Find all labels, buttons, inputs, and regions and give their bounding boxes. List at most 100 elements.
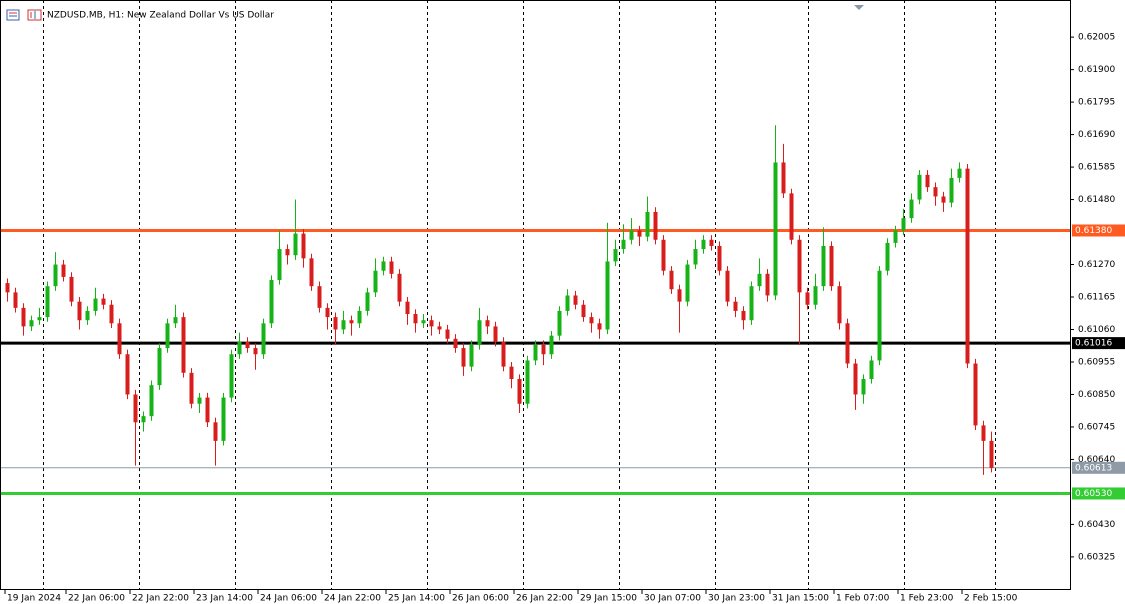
price-level-label: 0.60613 [1075,463,1112,473]
candle-body [517,378,522,404]
candle-body [589,317,594,324]
x-tick-label: 24 Jan 22:00 [324,594,381,604]
candle-body [109,304,114,324]
chart-title: NZDUSD.MB, H1: New Zealand Dollar Vs US … [47,11,274,21]
y-tick-label: 0.60430 [1078,520,1115,530]
x-tick-label: 1 Feb 23:00 [900,594,954,604]
candle-body [69,276,74,302]
y-tick-label: 0.60745 [1078,422,1115,432]
candle-body [61,264,66,277]
candle-body [877,270,882,361]
grid-layer [43,0,996,590]
candle-body [333,317,338,330]
candle-body [613,249,618,262]
candle-body [829,245,834,287]
x-tick-label: 22 Jan 06:00 [68,594,125,604]
candle-body [45,286,50,318]
candle-body [933,187,938,197]
candle-body [293,233,298,256]
candle-body [597,323,602,330]
candle-body [437,326,442,330]
candle-body [77,301,82,321]
candle-body [165,323,170,349]
header: NZDUSD.MB, H1: New Zealand Dollar Vs US … [6,5,864,21]
candle-body [397,273,402,302]
candle-body [301,233,306,259]
candle-body [541,344,546,355]
candle-body [749,286,754,321]
candle-body [357,310,362,324]
candle-body [221,397,226,441]
y-tick-label: 0.61165 [1078,293,1115,303]
price-level-tag [1072,487,1125,500]
price-level-label: 0.61016 [1075,339,1112,349]
candle-body [237,341,242,355]
candle-body [773,162,778,296]
candle-body [245,341,250,349]
candle-body [949,177,954,203]
candle-body [269,279,274,324]
candle-body [733,301,738,311]
icon-menu[interactable] [6,9,20,21]
candle-body [653,211,658,240]
candle-body [861,378,866,395]
candle-body [117,323,122,355]
candle-body [669,270,674,290]
candle-body [757,273,762,287]
candle-body [501,341,506,367]
candle-body [925,174,930,188]
candle-body [285,249,290,256]
y-tick-label: 0.61060 [1078,325,1115,335]
candle-body [821,245,826,287]
x-tick-label: 2 Feb 15:00 [964,594,1018,604]
candle-body [917,174,922,200]
y-tick-label: 0.62005 [1078,33,1115,43]
candle-body [157,348,162,386]
plot-frame [0,0,1071,590]
candle-body [629,230,634,240]
candle-body [941,196,946,203]
candle-body [637,230,642,237]
candle-layer [5,125,994,475]
price-level-tag [1072,224,1125,237]
x-tick-label: 25 Jan 14:00 [388,594,445,604]
candle-body [93,298,98,311]
y-tick-label: 0.60850 [1078,390,1115,400]
candle-body [317,286,322,308]
candle-body [149,385,154,417]
candle-body [445,329,450,339]
candle-body [621,239,626,250]
candle-body [405,301,410,315]
price-level-label: 0.61380 [1075,226,1112,236]
y-tick-label: 0.61900 [1078,65,1115,75]
candle-body [365,292,370,311]
candle-body [181,317,186,373]
candle-body [485,320,490,327]
candle-body [565,295,570,311]
candle-body [197,397,202,404]
candle-body [989,440,994,468]
candle-body [645,211,650,237]
candle-body [421,320,426,324]
candle-body [869,360,874,379]
candle-body [133,394,138,423]
x-tick-label: 1 Feb 07:00 [836,594,890,604]
y-tick-label: 0.61270 [1078,260,1115,270]
candle-body [341,320,346,330]
y-tick-label: 0.61480 [1078,195,1115,205]
candle-body [413,314,418,324]
candle-body [813,286,818,305]
candle-body [837,286,842,324]
candle-body [981,425,986,441]
candle-body [893,230,898,243]
candle-body [29,320,34,327]
candle-body [141,416,146,423]
candle-body [509,366,514,379]
x-tick-label: 31 Jan 15:00 [772,594,829,604]
candle-body [789,193,794,240]
candle-body [229,354,234,398]
price-level-label: 0.60530 [1075,489,1112,499]
y-tick-label: 0.60325 [1078,552,1115,562]
